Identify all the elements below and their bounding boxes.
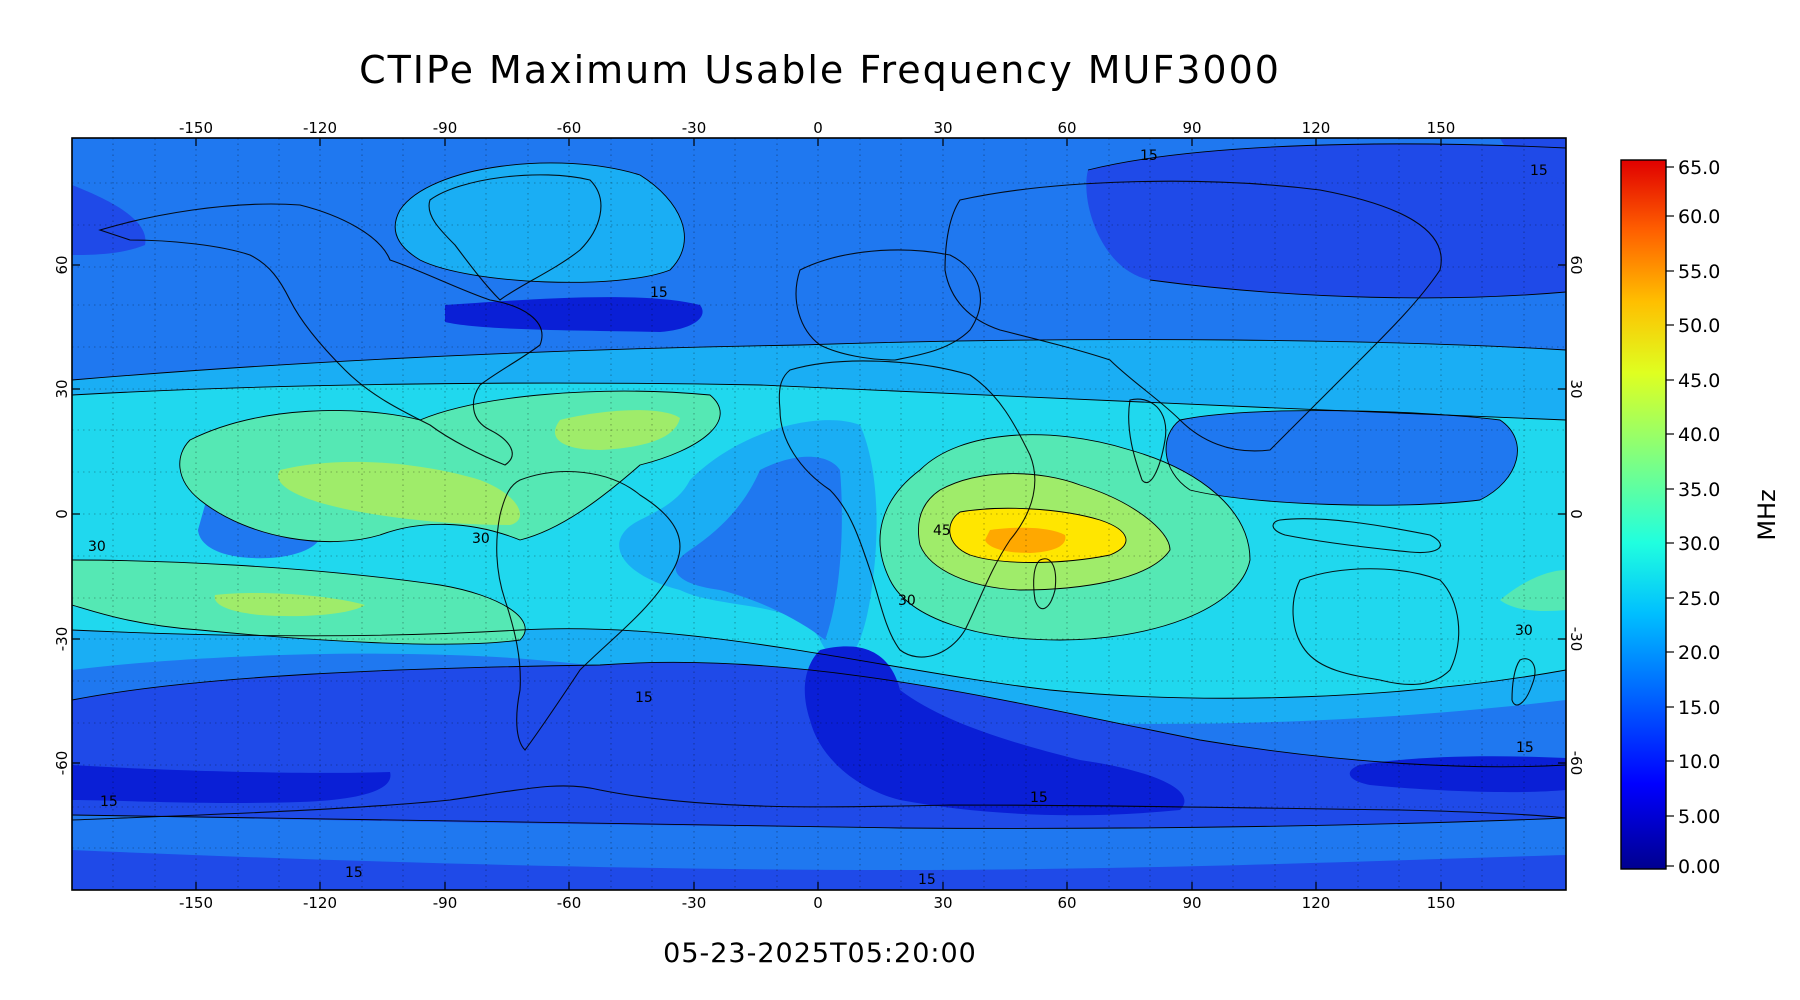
- europe-outline: [795, 249, 981, 361]
- contour-label: 15: [345, 865, 363, 881]
- lon-tick-label: 30: [933, 119, 952, 137]
- contour-label: 15: [1030, 790, 1048, 806]
- colorbar-tick-label: 60.0: [1678, 206, 1720, 228]
- lon-tick-label: -150: [179, 119, 213, 137]
- graticule-grid: [72, 138, 1566, 890]
- lon-tick-label: 0: [813, 894, 823, 912]
- contour-label: 30: [898, 593, 916, 609]
- lon-tick-label: 90: [1182, 894, 1201, 912]
- lat-tick-label: -30: [1567, 627, 1585, 652]
- contour-level-45-50: [985, 527, 1066, 553]
- colorbar-tick-label: 15.0: [1678, 697, 1720, 719]
- contour-label: 15: [650, 285, 668, 301]
- lon-tick-label: 0: [813, 119, 823, 137]
- lon-tick-label: 60: [1057, 894, 1076, 912]
- colorbar-tick-label: 20.0: [1678, 642, 1720, 664]
- contour-level-35-40: [278, 461, 520, 525]
- colorbar-tick-label: 40.0: [1678, 424, 1720, 446]
- lat-tick-label: 60: [1567, 255, 1585, 274]
- colorbar-tick-label: 50.0: [1678, 315, 1720, 337]
- lon-tick-label: -30: [682, 894, 707, 912]
- contour-level-10-15: [1086, 143, 1566, 298]
- asia-outline: [944, 180, 1442, 452]
- lon-tick-label: -120: [303, 119, 337, 137]
- colorbar-tick-label: 35.0: [1678, 479, 1720, 501]
- chart-title: CTIPe Maximum Usable Frequency MUF3000: [359, 48, 1281, 92]
- contour-label: 15: [1516, 740, 1534, 756]
- coastlines: [72, 174, 1566, 821]
- australia-outline: [1292, 568, 1460, 686]
- contour-label: 15: [100, 794, 118, 810]
- colorbar-tick-label: 0.00: [1678, 856, 1720, 878]
- madagascar-outline: [1033, 558, 1057, 610]
- lon-tick-label: 60: [1057, 119, 1076, 137]
- lat-tick-label: 60: [53, 255, 71, 274]
- south-america-outline: [496, 471, 681, 751]
- lat-tick-label: 30: [53, 379, 71, 398]
- lon-tick-label: 120: [1302, 119, 1331, 137]
- timestamp-label: 05-23-2025T05:20:00: [663, 938, 977, 969]
- colorbar-tick-label: 45.0: [1678, 370, 1720, 392]
- lon-tick-label: -60: [557, 119, 582, 137]
- indonesia-outline: [1272, 518, 1441, 554]
- contour-label: 15: [1140, 148, 1158, 164]
- contour-label: 15: [918, 872, 936, 888]
- latitude-axis: 60 30 0 -30 -60 60 30 0 -30 -60: [53, 255, 1585, 775]
- lat-tick-label: -30: [53, 627, 71, 652]
- muf-contour-field: 15 15 15 15 15 15 15 15 30 30 30 30 45 1…: [72, 138, 1566, 890]
- contour-label: 15: [1530, 163, 1548, 179]
- lat-tick-label: -60: [53, 751, 71, 776]
- lon-tick-label: 150: [1427, 119, 1456, 137]
- contour-label: 30: [1515, 623, 1533, 639]
- lon-tick-label: 150: [1427, 894, 1456, 912]
- colorbar-tick-label: 25.0: [1678, 588, 1720, 610]
- lon-tick-label: -90: [433, 119, 458, 137]
- lon-tick-label: -90: [433, 894, 458, 912]
- contour-label: 45: [933, 523, 951, 539]
- colorbar-tick-label: 55.0: [1678, 261, 1720, 283]
- colorbar-tick-label: 30.0: [1678, 533, 1720, 555]
- lat-tick-label: 0: [53, 509, 71, 519]
- lon-tick-label: -60: [557, 894, 582, 912]
- north-america-outline: [98, 203, 543, 466]
- longitude-axis: -150 -120 -90 -60 -30 0 30 60 90 120 150…: [179, 119, 1455, 912]
- colorbar-tick-label: 65.0: [1678, 157, 1720, 179]
- contour-lines: [72, 143, 1566, 829]
- colorbar: 65.0 60.0 55.0 50.0 45.0 40.0 35.0 30.0 …: [1620, 157, 1781, 878]
- greenland-outline: [428, 174, 602, 301]
- contour-label: 15: [635, 690, 653, 706]
- contour-label: 30: [472, 531, 490, 547]
- antarctica-outline: [72, 785, 1566, 821]
- lon-tick-label: -30: [682, 119, 707, 137]
- colorbar-gradient: [1620, 159, 1667, 870]
- lon-tick-label: 30: [933, 894, 952, 912]
- lon-tick-label: 120: [1302, 894, 1331, 912]
- contour-level-20-25: [395, 162, 685, 283]
- lon-tick-label: -120: [303, 894, 337, 912]
- colorbar-unit-label: MHz: [1753, 489, 1781, 540]
- new-zealand-outline: [1511, 658, 1536, 706]
- india-outline: [1128, 398, 1167, 483]
- lon-tick-label: -150: [179, 894, 213, 912]
- contour-labels: 15 15 15 15 15 15 15 15 30 30 30 30 45 1…: [88, 148, 1548, 888]
- contour-label: 30: [88, 539, 106, 555]
- colorbar-tick-label: 10.0: [1678, 751, 1720, 773]
- lat-tick-label: 30: [1567, 379, 1585, 398]
- colorbar-tick-label: 5.00: [1678, 806, 1720, 828]
- lon-tick-label: 90: [1182, 119, 1201, 137]
- africa-outline: [778, 360, 1036, 658]
- lat-tick-label: -60: [1567, 751, 1585, 776]
- lat-tick-label: 0: [1567, 509, 1585, 519]
